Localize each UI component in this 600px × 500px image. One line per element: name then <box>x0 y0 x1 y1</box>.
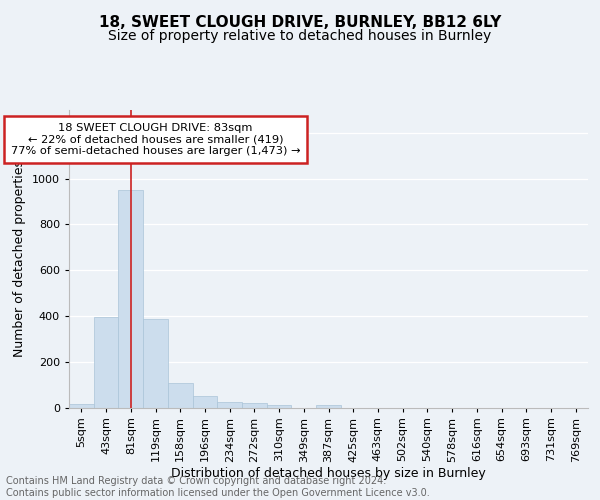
Bar <box>168 384 193 407</box>
Bar <box>267 405 292 407</box>
Bar <box>94 317 118 408</box>
Bar <box>143 320 168 408</box>
Bar <box>69 404 94 407</box>
Bar <box>316 405 341 407</box>
Bar <box>193 396 217 407</box>
X-axis label: Distribution of detached houses by size in Burnley: Distribution of detached houses by size … <box>171 467 486 480</box>
Text: Contains HM Land Registry data © Crown copyright and database right 2024.
Contai: Contains HM Land Registry data © Crown c… <box>6 476 430 498</box>
Bar <box>217 402 242 407</box>
Text: 18, SWEET CLOUGH DRIVE, BURNLEY, BB12 6LY: 18, SWEET CLOUGH DRIVE, BURNLEY, BB12 6L… <box>99 15 501 30</box>
Bar <box>242 404 267 407</box>
Text: 18 SWEET CLOUGH DRIVE: 83sqm
← 22% of detached houses are smaller (419)
77% of s: 18 SWEET CLOUGH DRIVE: 83sqm ← 22% of de… <box>11 122 300 156</box>
Y-axis label: Number of detached properties: Number of detached properties <box>13 160 26 357</box>
Bar <box>118 190 143 408</box>
Text: Size of property relative to detached houses in Burnley: Size of property relative to detached ho… <box>109 29 491 43</box>
